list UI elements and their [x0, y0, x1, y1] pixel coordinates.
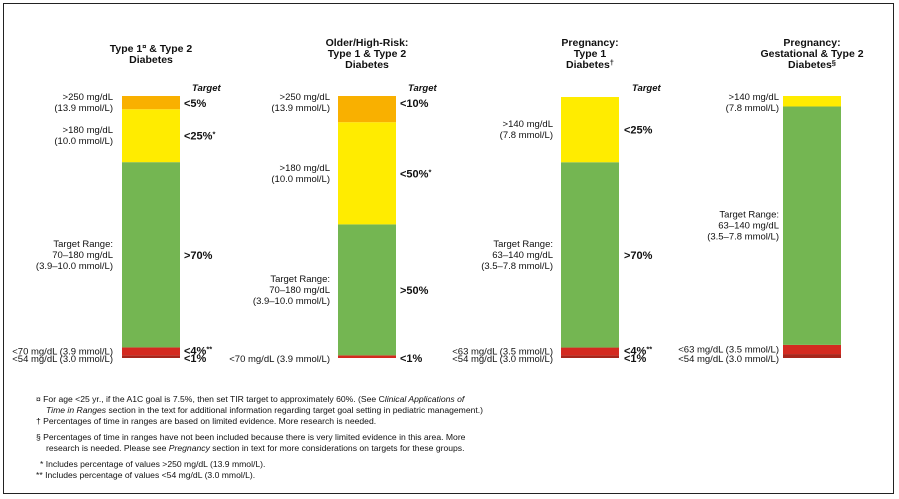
range-label: <70 mg/dL (3.9 mmol/L)	[229, 354, 330, 365]
target-label: >70%	[184, 250, 213, 262]
range-label: (3.9–10.0 mmol/L)	[36, 261, 113, 272]
panel-title-line: Diabetes†	[566, 58, 614, 71]
panel-title-line: Pregnancy:	[561, 37, 618, 49]
target-label: <1%	[400, 353, 423, 365]
target-label: <1%	[624, 353, 647, 365]
panel-title-line: Older/High-Risk:	[326, 37, 409, 49]
bar-segment	[122, 355, 180, 358]
target-label: <50%*	[400, 167, 431, 180]
target-label: <4%**	[624, 344, 652, 357]
range-label: Target Range:	[53, 239, 113, 250]
target-label: <25%*	[184, 130, 215, 143]
range-label: >180 mg/dL	[280, 163, 330, 174]
target-header: Target	[408, 83, 438, 94]
range-label: >250 mg/dL	[63, 92, 113, 103]
range-label: Target Range:	[270, 274, 330, 285]
range-label: >140 mg/dL	[503, 119, 553, 130]
range-label: <70 mg/dL (3.9 mmol/L)	[12, 346, 113, 357]
range-label: (7.8 mmol/L)	[726, 103, 779, 114]
footnote-double-asterisk: ** Includes percentage of values <54 mg/…	[36, 470, 256, 480]
range-label: (7.8 mmol/L)	[500, 130, 553, 141]
bar-segment	[122, 347, 180, 356]
panel-title-line: Diabetes	[345, 59, 389, 71]
panel-title-line: Diabetes	[129, 54, 173, 66]
range-label: <54 mg/dL (3.0 mmol/L)	[12, 354, 113, 365]
range-label: 70–180 mg/dL	[52, 250, 113, 261]
range-label: <54 mg/dL (3.0 mmol/L)	[452, 354, 553, 365]
target-label: >70%	[624, 250, 653, 262]
range-label: 70–180 mg/dL	[269, 285, 330, 296]
range-label: <63 mg/dL (3.5 mmol/L)	[678, 344, 779, 355]
range-label: (10.0 mmol/L)	[54, 136, 113, 147]
footnote-age-cont: Time in Ranges section in the text for a…	[46, 405, 484, 415]
range-label: (13.9 mmol/L)	[271, 103, 330, 114]
range-label: 63–140 mg/dL	[718, 221, 779, 232]
range-label: (3.9–10.0 mmol/L)	[253, 296, 330, 307]
panel-title-line: Type 1¤ & Type 2	[110, 42, 193, 55]
range-label: (13.9 mmol/L)	[54, 103, 113, 114]
bar-segment	[561, 347, 619, 356]
bar-segment	[338, 96, 396, 123]
footnote-asterisk: * Includes percentage of values >250 mg/…	[40, 459, 266, 469]
range-label: <54 mg/dL (3.0 mmol/L)	[678, 354, 779, 365]
target-label: <4%**	[184, 344, 212, 357]
range-label: 63–140 mg/dL	[492, 250, 553, 261]
target-label: <5%	[184, 98, 207, 110]
range-label: >140 mg/dL	[729, 92, 779, 103]
bar-segment	[122, 96, 180, 110]
footnote-dagger: † Percentages of time in ranges are base…	[36, 416, 377, 426]
panel-title-line: Type 1 & Type 2	[328, 48, 407, 60]
range-label: >250 mg/dL	[280, 92, 330, 103]
target-label: >50%	[400, 285, 429, 297]
range-label: Target Range:	[493, 239, 553, 250]
bar-segment	[783, 344, 841, 355]
range-label: (10.0 mmol/L)	[271, 174, 330, 185]
panel-title-line: Type 1	[574, 48, 607, 60]
panel-title-line: Gestational & Type 2	[760, 48, 863, 60]
bar-segment	[338, 355, 396, 358]
footnote-section: § Percentages of time in ranges have not…	[36, 432, 466, 442]
range-label: <63 mg/dL (3.5 mmol/L)	[452, 346, 553, 357]
bar-segment	[122, 162, 180, 348]
bar-segment	[561, 162, 619, 348]
panel-title-line: Pregnancy:	[783, 37, 840, 49]
footnote-age: ¤ For age <25 yr., if the A1C goal is 7.…	[36, 394, 465, 404]
bar-segment	[783, 106, 841, 345]
bar-segment	[338, 122, 396, 225]
bar-segment	[122, 109, 180, 163]
footnote-section-cont: research is needed. Please see Pregnancy…	[46, 443, 465, 453]
panel-title-line: Diabetes§	[788, 58, 836, 71]
bar-segment	[783, 96, 841, 107]
target-header: Target	[192, 83, 222, 94]
target-label: <10%	[400, 98, 429, 110]
target-header: Target	[632, 83, 662, 94]
bar-segment	[561, 355, 619, 358]
range-label: >180 mg/dL	[63, 125, 113, 136]
figure-frame	[3, 3, 894, 494]
bar-segment	[338, 224, 396, 356]
bar-segment	[783, 354, 841, 358]
range-label: (3.5–7.8 mmol/L)	[481, 261, 553, 272]
range-label: Target Range:	[719, 210, 779, 221]
range-label: (3.5–7.8 mmol/L)	[707, 232, 779, 243]
target-label: <1%	[184, 353, 207, 365]
bar-segment	[561, 97, 619, 163]
target-label: <25%	[624, 125, 653, 137]
